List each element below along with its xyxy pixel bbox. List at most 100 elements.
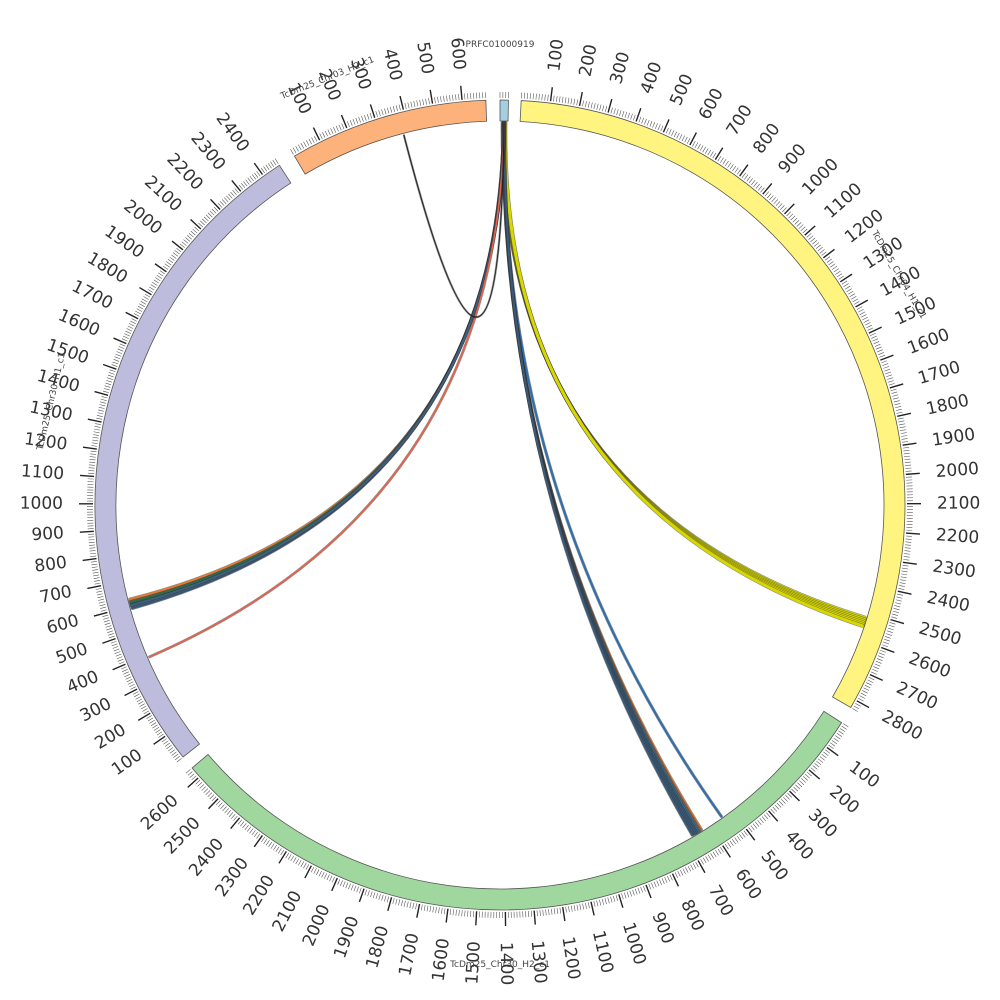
minor-tick [207, 212, 213, 218]
minor-tick [305, 864, 310, 870]
major-tick [278, 851, 287, 864]
minor-tick [88, 541, 95, 544]
minor-tick [92, 439, 99, 442]
minor-tick [240, 821, 245, 827]
minor-tick [130, 320, 136, 324]
minor-tick [215, 800, 221, 806]
major-tick [87, 585, 102, 590]
major-tick [475, 911, 478, 926]
minor-tick [788, 213, 794, 219]
minor-tick [130, 686, 136, 690]
segments-layer [94, 99, 906, 911]
minor-tick [677, 871, 681, 877]
major-tick [102, 637, 116, 644]
minor-tick [169, 749, 175, 754]
minor-tick [90, 555, 97, 557]
major-tick [190, 219, 202, 230]
minor-tick [746, 176, 751, 182]
minor-tick [158, 733, 164, 738]
major-tick [82, 557, 97, 562]
minor-tick [104, 385, 111, 388]
minor-tick [327, 129, 331, 136]
minor-tick [901, 570, 908, 573]
minor-tick [797, 782, 803, 788]
minor-tick [251, 830, 256, 836]
minor-tick [126, 679, 133, 683]
minor-tick [646, 119, 650, 126]
minor-tick [888, 383, 895, 386]
minor-tick [242, 823, 247, 829]
minor-tick [316, 869, 320, 876]
minor-tick [879, 652, 885, 656]
minor-tick [155, 729, 161, 734]
minor-tick [707, 854, 712, 861]
tick-label: 300 [77, 694, 115, 727]
minor-tick [668, 129, 672, 135]
minor-tick [126, 328, 133, 332]
tick-label: 200 [92, 720, 130, 754]
minor-tick [118, 346, 125, 349]
minor-tick [171, 751, 177, 756]
link-tcdm25-chr30-h2-c1-outline [501, 121, 701, 833]
minor-tick [695, 861, 699, 868]
minor-tick [434, 97, 436, 104]
minor-tick [443, 908, 446, 915]
minor-tick [96, 415, 103, 417]
minor-tick [203, 216, 209, 222]
link-tcdm25-chr30-h1-c1-outline [129, 121, 506, 606]
minor-tick [616, 109, 619, 116]
minor-tick [89, 459, 96, 461]
minor-tick [92, 436, 99, 439]
tick-label: 2600 [906, 649, 954, 683]
major-tick [856, 700, 870, 709]
minor-tick [830, 742, 836, 747]
segment-tcdm25-chr03-h2-c1 [293, 99, 488, 175]
tick-label: 1100 [821, 179, 867, 223]
link-tcdm25-chr04-h1-c1 [503, 121, 865, 626]
minor-tick [118, 661, 125, 665]
minor-tick [673, 131, 677, 138]
link-tcdm25-chr30-h1-c1-outline [129, 121, 506, 607]
minor-tick [783, 796, 788, 802]
minor-tick [638, 116, 642, 123]
minor-tick [404, 103, 407, 110]
major-tick [881, 646, 895, 654]
minor-tick [904, 461, 911, 463]
minor-tick [904, 550, 911, 552]
minor-tick [536, 910, 538, 917]
minor-tick [355, 117, 359, 124]
minor-tick [333, 126, 337, 133]
tick-label: 600 [731, 865, 765, 903]
minor-tick [671, 130, 675, 136]
minor-tick [107, 374, 114, 378]
tick-label: 2100 [937, 493, 980, 513]
minor-tick [702, 857, 707, 864]
minor-tick [375, 111, 378, 117]
minor-tick [112, 361, 119, 365]
major-tick [369, 104, 376, 118]
minor-tick [127, 325, 134, 329]
minor-tick [627, 112, 630, 119]
major-tick [124, 688, 138, 697]
minor-tick [153, 279, 159, 284]
minor-tick [841, 280, 848, 285]
link-tcdm25-chr30-h1-c1 [129, 122, 505, 604]
minor-tick [862, 690, 868, 694]
minor-tick [901, 435, 908, 437]
minor-tick [149, 286, 155, 291]
minor-tick [127, 681, 134, 685]
minor-tick [548, 909, 550, 916]
major-tick [253, 162, 264, 175]
minor-tick [164, 263, 170, 268]
minor-tick [815, 244, 821, 249]
tick-label: 1500 [44, 335, 91, 368]
minor-tick [96, 590, 103, 593]
minor-tick [852, 298, 859, 303]
major-tick [445, 908, 449, 923]
minor-tick [169, 256, 175, 261]
minor-tick [189, 773, 195, 778]
tick-label: 600 [695, 85, 728, 123]
minor-tick [898, 423, 905, 426]
minor-tick [91, 566, 98, 568]
major-tick [869, 673, 884, 682]
